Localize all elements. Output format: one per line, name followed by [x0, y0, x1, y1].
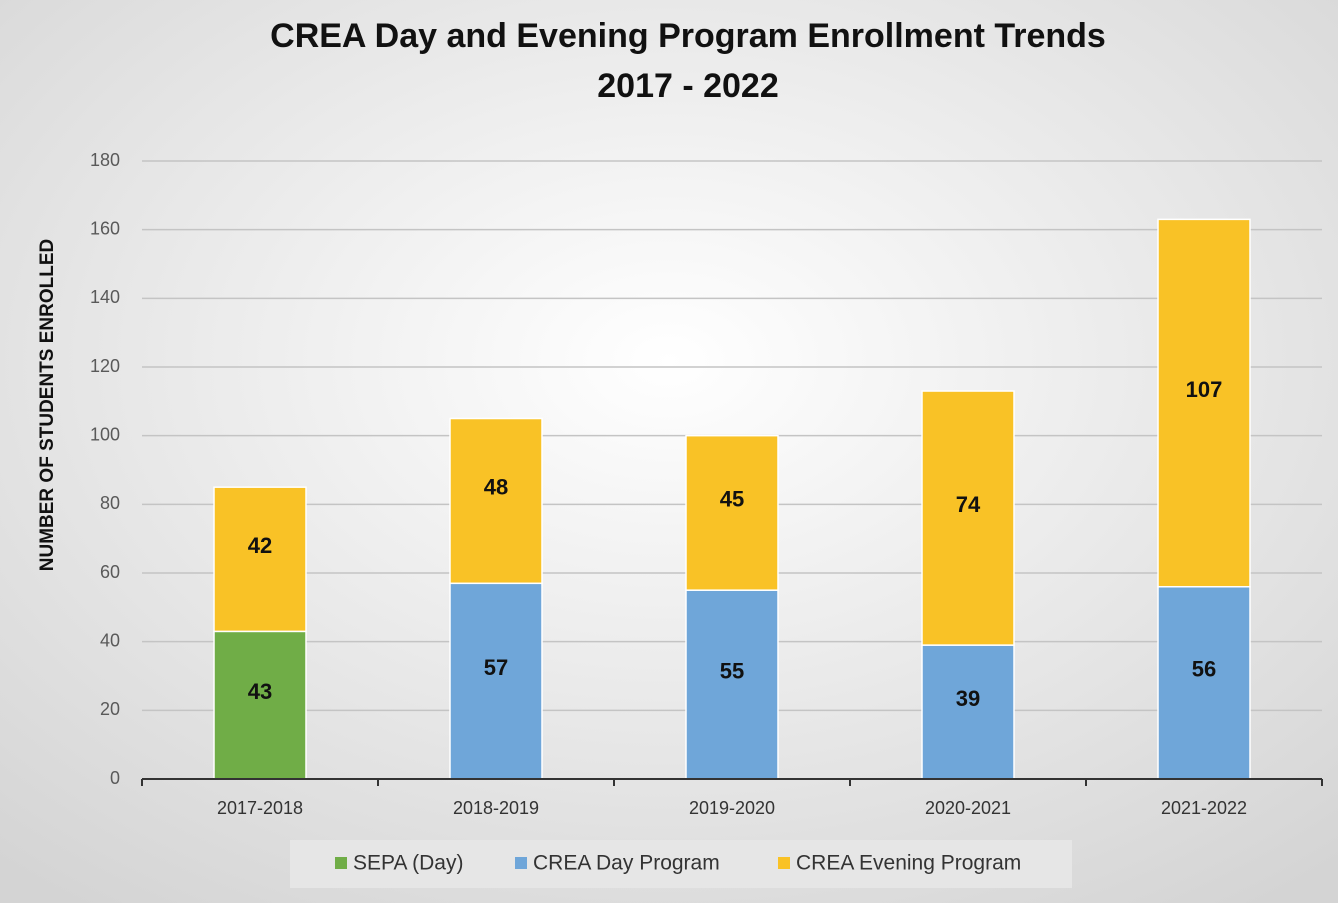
- data-label: 56: [1192, 657, 1216, 682]
- data-label: 45: [720, 487, 744, 512]
- legend-label: SEPA (Day): [353, 852, 463, 875]
- bar-segment: [213, 630, 307, 780]
- legend-label: CREA Evening Program: [796, 852, 1021, 875]
- data-label: 39: [956, 686, 980, 711]
- legend-swatch: [778, 857, 790, 869]
- chart-title: CREA Day and Evening Program Enrollment …: [270, 17, 1106, 55]
- bar-segment: [685, 434, 779, 591]
- bar-segment: [921, 390, 1015, 646]
- x-tick-label: 2017-2018: [217, 798, 303, 818]
- bar-segment: [213, 486, 307, 633]
- chart-subtitle: 2017 - 2022: [597, 67, 779, 105]
- data-label: 55: [720, 658, 744, 683]
- y-tick-label: 60: [100, 562, 120, 582]
- y-tick-label: 40: [100, 630, 120, 650]
- legend-swatch: [515, 857, 527, 869]
- data-label: 43: [248, 679, 272, 704]
- y-tick-label: 20: [100, 699, 120, 719]
- data-label: 57: [484, 655, 508, 680]
- x-tick-label: 2019-2020: [689, 798, 775, 818]
- y-tick-label: 120: [90, 356, 120, 376]
- data-label: 107: [1186, 377, 1223, 402]
- legend-label: CREA Day Program: [533, 852, 720, 875]
- y-tick-label: 140: [90, 287, 120, 307]
- y-axis-label: NUMBER OF STUDENTS ENROLLED: [37, 239, 58, 572]
- bar-segment: [449, 417, 543, 585]
- y-tick-label: 100: [90, 424, 120, 444]
- y-tick-label: 80: [100, 493, 120, 513]
- bar-segment: [685, 589, 779, 780]
- bar-segment: [449, 582, 543, 780]
- x-tick-label: 2020-2021: [925, 798, 1011, 818]
- x-tick-label: 2018-2019: [453, 798, 539, 818]
- bar-segment: [921, 644, 1015, 780]
- y-tick-label: 0: [110, 768, 120, 788]
- y-tick-label: 160: [90, 218, 120, 238]
- bar-segment: [1157, 585, 1251, 780]
- data-label: 74: [956, 492, 981, 517]
- y-tick-label: 180: [90, 150, 120, 170]
- legend-swatch: [335, 857, 347, 869]
- data-label: 42: [248, 533, 272, 558]
- legend: [290, 840, 1072, 888]
- bar-segment: [1157, 218, 1251, 588]
- x-tick-label: 2021-2022: [1161, 798, 1247, 818]
- data-label: 48: [484, 475, 508, 500]
